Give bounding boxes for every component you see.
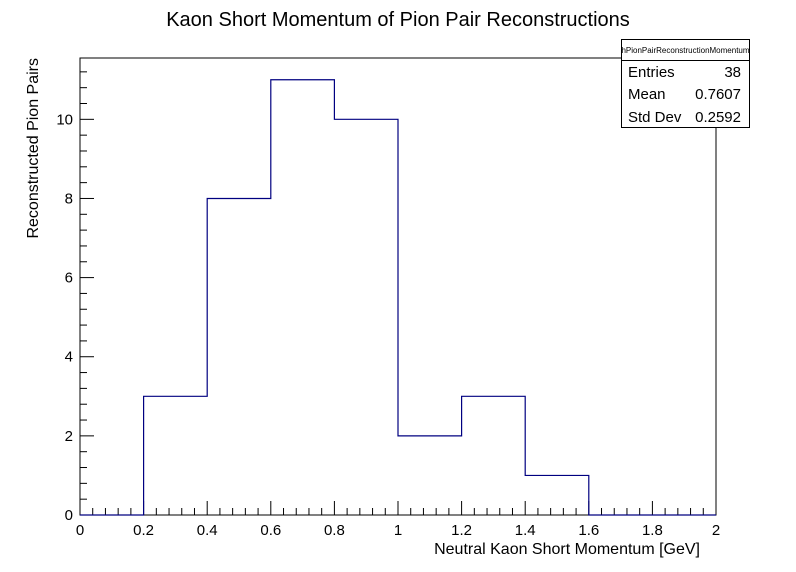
x-tick-label: 0.4 xyxy=(197,522,218,539)
x-tick-label: 1.4 xyxy=(515,522,536,539)
histogram-series-line xyxy=(80,79,716,516)
stats-label: Std Dev xyxy=(628,108,682,126)
x-tick-label: 0.2 xyxy=(133,522,154,539)
y-tick-label: 8 xyxy=(65,190,73,207)
histogram-bar xyxy=(525,475,589,515)
stats-row-entries: Entries 38 xyxy=(622,61,749,84)
stats-value: 0.2592 xyxy=(695,108,741,126)
x-axis: 0 0.2 0.4 0.6 0.8 1 1.2 1.4 1.6 1.8 2 xyxy=(76,501,720,539)
histogram-bins xyxy=(144,80,589,515)
histogram-bar xyxy=(398,436,462,515)
x-axis-label: Neutral Kaon Short Momentum [GeV] xyxy=(434,541,700,558)
stats-label: Mean xyxy=(628,86,666,104)
stats-row-std-dev: Std Dev 0.2592 xyxy=(622,106,749,129)
stats-value: 0.7607 xyxy=(695,86,741,104)
x-tick-label: 1.8 xyxy=(642,522,663,539)
x-tick-label: 0.6 xyxy=(260,522,281,539)
histogram-bar xyxy=(144,396,208,515)
y-tick-label: 2 xyxy=(65,428,73,445)
stats-row-mean: Mean 0.7607 xyxy=(622,84,749,107)
stats-title: hPionPairReconstructionMomentum xyxy=(622,40,749,61)
y-axis: 0 2 4 6 8 10 xyxy=(56,71,94,524)
y-tick-label: 4 xyxy=(65,349,73,366)
histogram-bar xyxy=(334,119,398,515)
stats-box: hPionPairReconstructionMomentum Entries … xyxy=(621,39,750,128)
x-tick-label: 0.8 xyxy=(324,522,345,539)
x-tick-label: 1.2 xyxy=(451,522,472,539)
histogram-bar xyxy=(462,396,526,515)
stats-value: 38 xyxy=(724,63,741,81)
histogram-bar xyxy=(271,80,335,515)
x-tick-label: 1.6 xyxy=(578,522,599,539)
x-tick-label: 0 xyxy=(76,522,84,539)
stats-label: Entries xyxy=(628,63,675,81)
x-tick-label: 1 xyxy=(394,522,402,539)
y-tick-label: 6 xyxy=(65,270,73,287)
x-tick-label: 2 xyxy=(712,522,720,539)
chart-title: Kaon Short Momentum of Pion Pair Reconst… xyxy=(166,9,630,31)
y-tick-label: 0 xyxy=(65,507,73,524)
y-tick-label: 10 xyxy=(56,111,73,128)
y-axis-label: Reconstructed Pion Pairs xyxy=(25,58,42,239)
histogram-bar xyxy=(207,198,271,515)
